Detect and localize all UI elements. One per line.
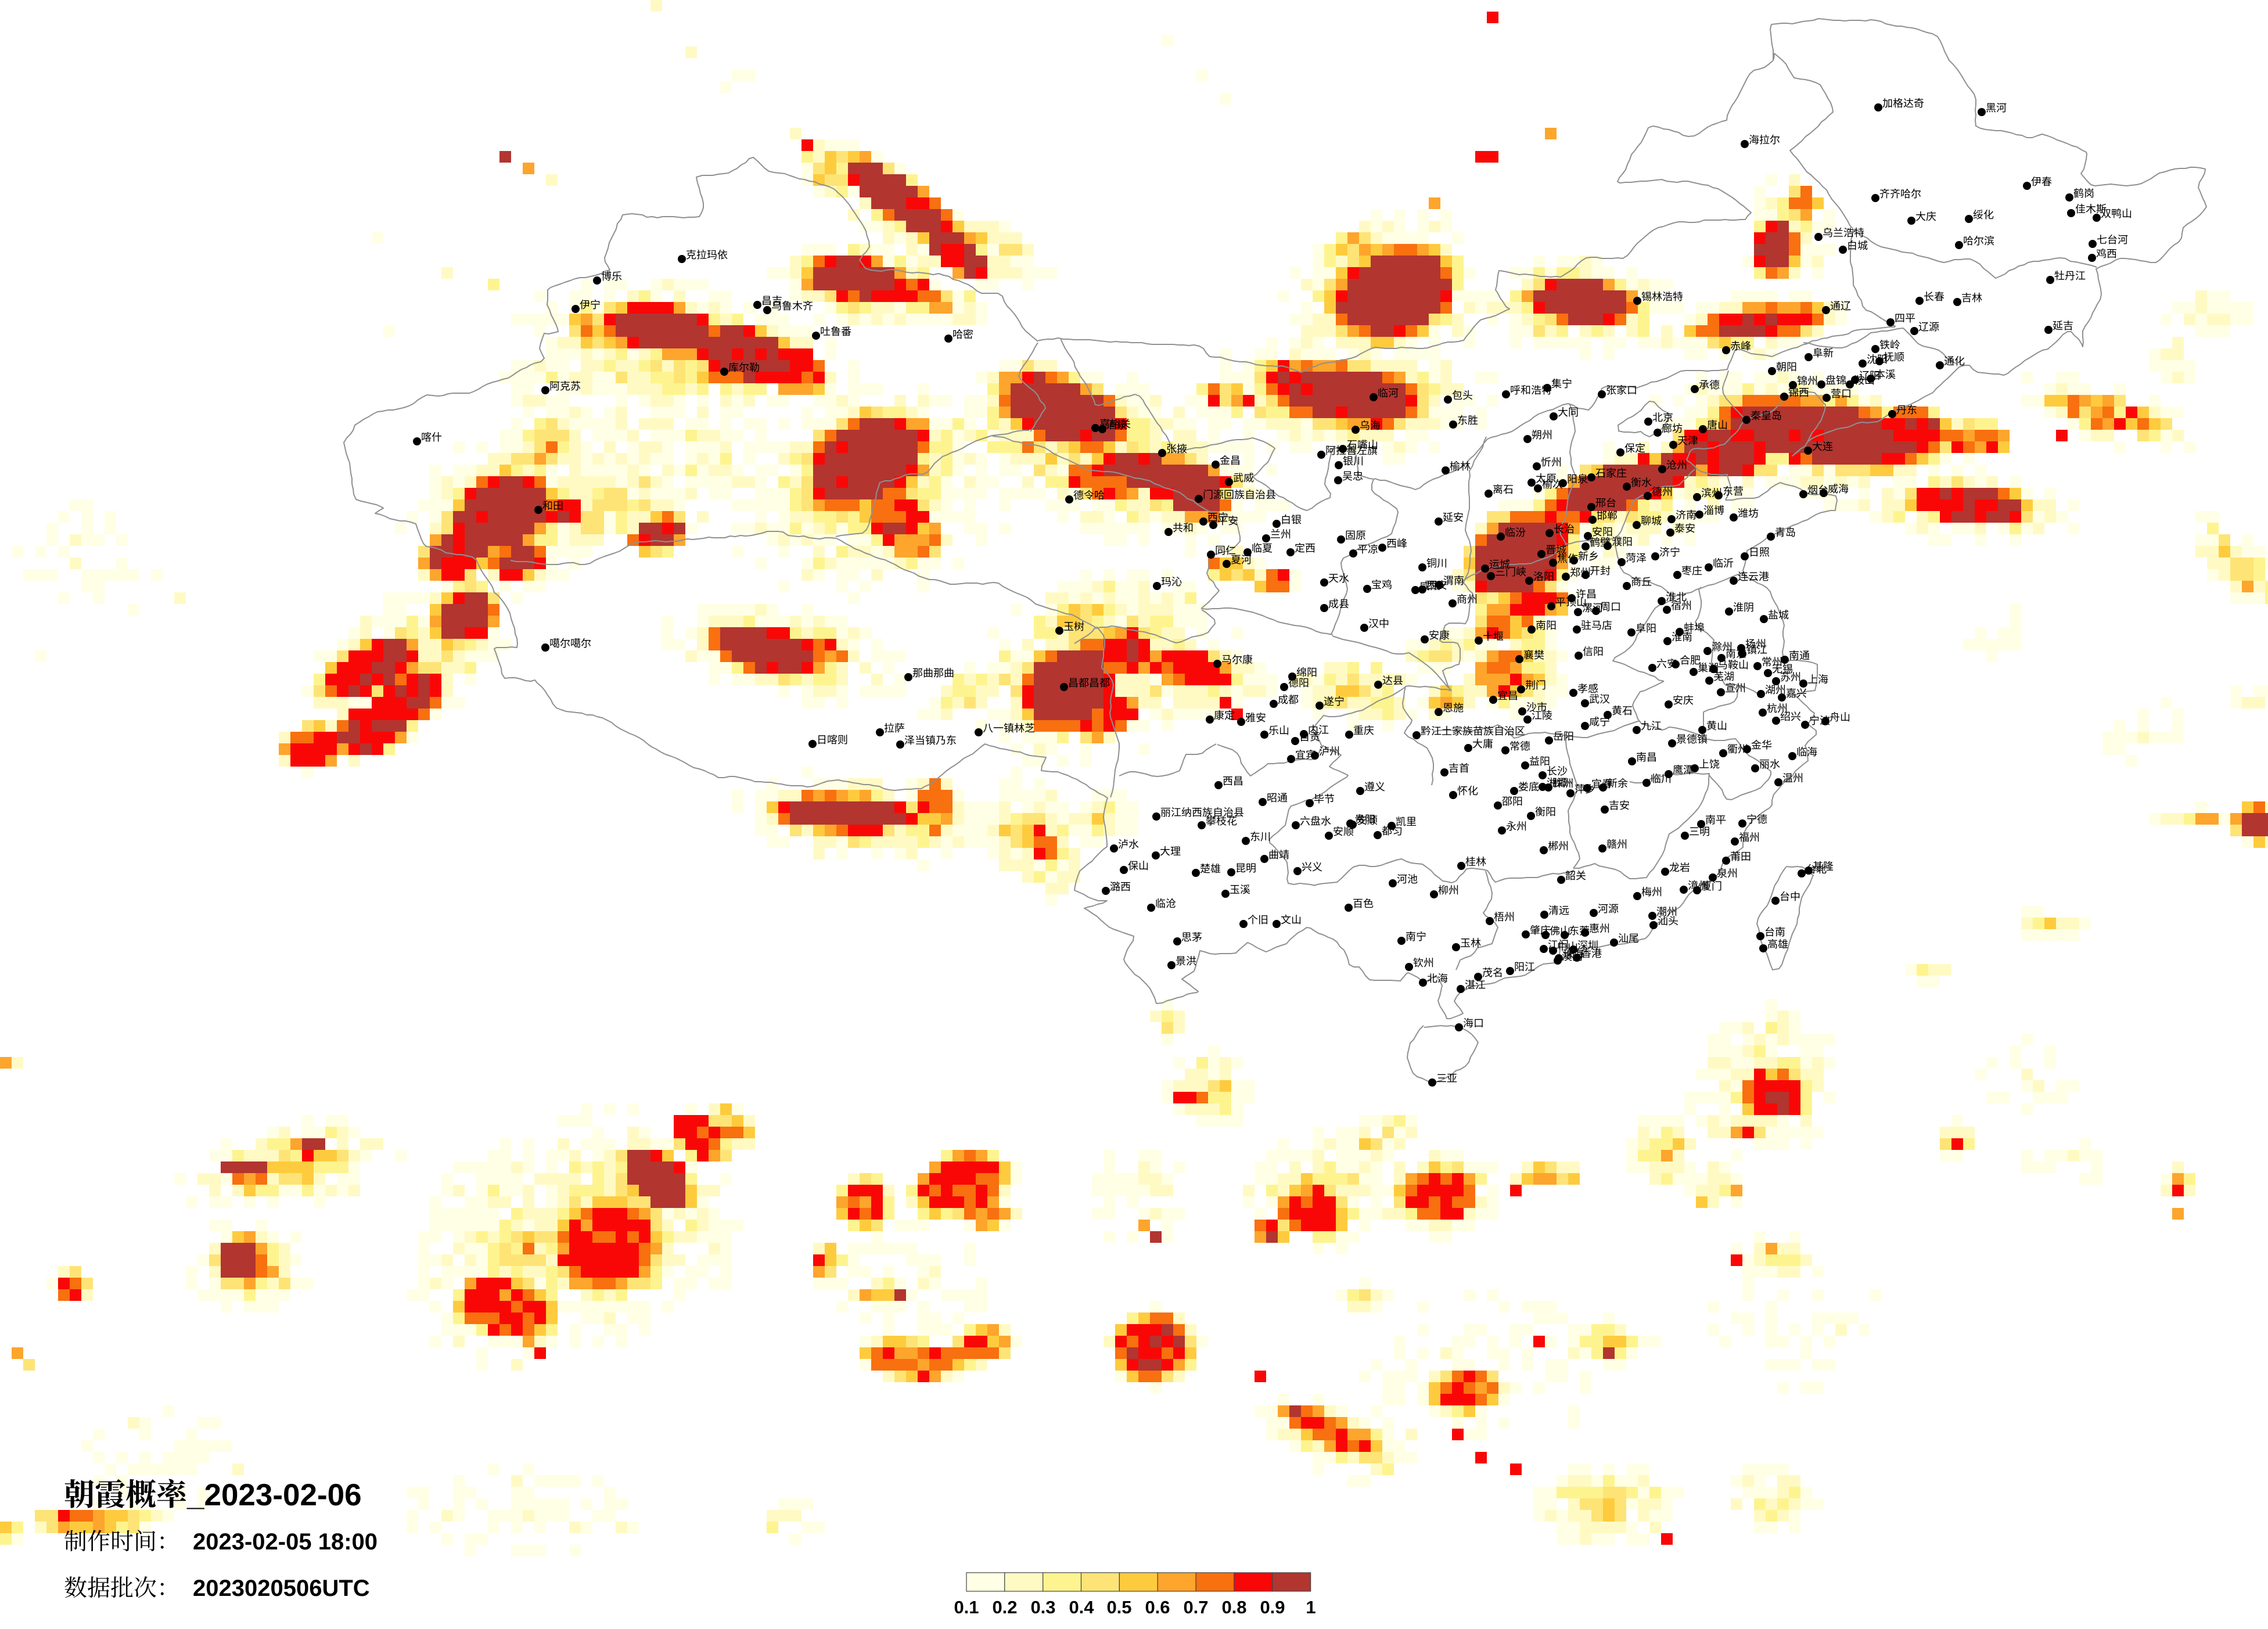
svg-text:2023-02-05 18:00: 2023-02-05 18:00 <box>193 1529 378 1555</box>
svg-text:0.6: 0.6 <box>1145 1597 1170 1617</box>
svg-text:1: 1 <box>1306 1597 1315 1617</box>
svg-text:0.8: 0.8 <box>1221 1597 1246 1617</box>
svg-text:0.3: 0.3 <box>1030 1597 1055 1617</box>
svg-text:0.7: 0.7 <box>1183 1597 1208 1617</box>
svg-text:0.9: 0.9 <box>1260 1597 1285 1617</box>
svg-text:2023020506UTC: 2023020506UTC <box>193 1576 370 1601</box>
svg-text:_2023-02-06: _2023-02-06 <box>186 1478 362 1512</box>
svg-text:0.1: 0.1 <box>954 1597 979 1617</box>
svg-text:0.2: 0.2 <box>992 1597 1017 1617</box>
svg-text:0.4: 0.4 <box>1069 1597 1094 1617</box>
svg-text:0.5: 0.5 <box>1106 1597 1131 1617</box>
